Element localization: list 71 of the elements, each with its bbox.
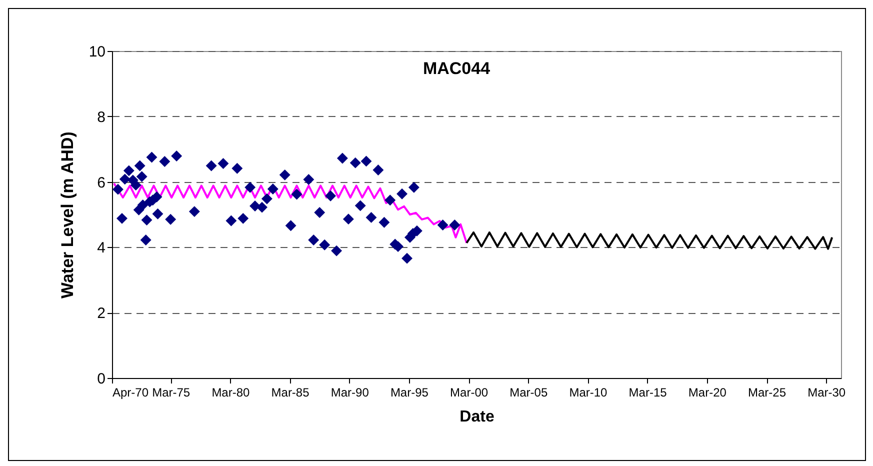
- x-axis-title: Date: [460, 408, 494, 426]
- point: [303, 174, 314, 185]
- point: [408, 182, 420, 193]
- x-tick-label: Mar-25: [748, 386, 786, 400]
- y-tick-label: 8: [97, 108, 106, 126]
- point: [134, 160, 146, 172]
- x-tick-label: Mar-85: [271, 386, 310, 400]
- point: [372, 164, 384, 176]
- point: [396, 188, 408, 200]
- point: [350, 157, 361, 168]
- y-axis-title: Water Level (m AHD): [58, 132, 77, 298]
- point: [342, 214, 354, 225]
- point: [314, 207, 326, 218]
- x-tick-label: Mar-30: [808, 386, 846, 400]
- point: [308, 234, 320, 246]
- point: [159, 156, 170, 168]
- point: [232, 162, 243, 174]
- point: [165, 214, 176, 225]
- x-tick-label: Mar-00: [450, 386, 488, 400]
- x-tick-label: Mar-10: [569, 386, 608, 400]
- point: [285, 220, 296, 232]
- x-tick-label: Mar-20: [688, 386, 727, 400]
- point: [279, 169, 290, 180]
- point: [123, 165, 134, 176]
- point: [261, 193, 272, 204]
- point: [378, 216, 390, 228]
- point: [116, 212, 128, 224]
- x-tick-label: Mar-95: [390, 386, 429, 400]
- point: [226, 215, 237, 226]
- point: [325, 190, 336, 202]
- point: [360, 156, 372, 167]
- y-tick-label: 6: [97, 174, 106, 192]
- point: [119, 174, 130, 185]
- point: [291, 188, 302, 200]
- point: [437, 219, 448, 230]
- point: [130, 180, 142, 191]
- point: [140, 234, 152, 246]
- text: MAC044: [422, 59, 491, 78]
- point: [152, 208, 164, 220]
- point: [319, 239, 330, 250]
- point: [206, 160, 217, 172]
- point: [112, 184, 124, 195]
- point: [146, 152, 158, 163]
- x-tick-label: Mar-75: [152, 386, 190, 400]
- y-tick-label: 4: [97, 240, 106, 257]
- x-tick-label: Mar-90: [330, 386, 370, 400]
- y-tick-label: 10: [88, 44, 106, 60]
- x-tick-label: Mar-15: [628, 386, 668, 400]
- point: [354, 200, 366, 212]
- point: [384, 194, 396, 206]
- point: [331, 245, 342, 256]
- x-tick-label: Mar-80: [212, 386, 250, 400]
- point: [267, 184, 278, 194]
- point: [244, 182, 256, 193]
- point: [402, 252, 412, 264]
- point: [171, 150, 182, 162]
- point: [188, 206, 200, 218]
- line-series: [466, 231, 834, 250]
- y-tick-label: 2: [97, 305, 106, 322]
- point: [136, 171, 148, 182]
- x-tick-label: Mar-05: [510, 386, 548, 400]
- point: [336, 152, 348, 164]
- point: [256, 202, 268, 213]
- point: [137, 200, 148, 210]
- point: [366, 212, 377, 223]
- point: [218, 158, 229, 169]
- point: [238, 212, 249, 224]
- x-tick-label: Apr-70: [112, 386, 149, 400]
- point: [449, 219, 460, 230]
- y-tick-label: 0: [97, 370, 106, 388]
- point: [141, 214, 152, 226]
